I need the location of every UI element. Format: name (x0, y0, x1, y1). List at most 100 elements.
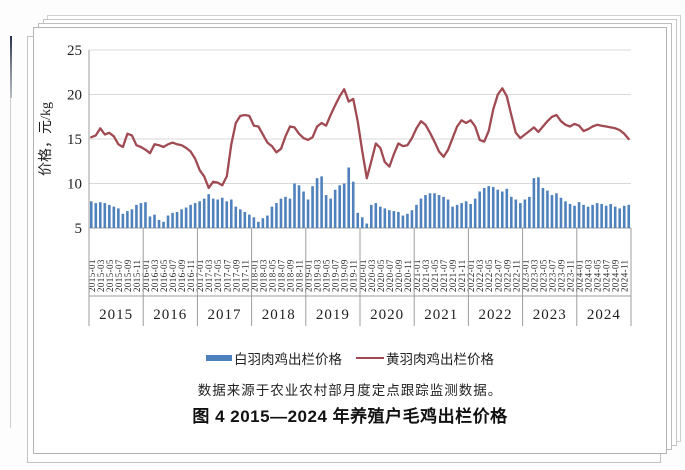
x-tick-label: 2016-03 (150, 259, 160, 292)
legend-item-line: 黄羽肉鸡出栏价格 (356, 348, 494, 368)
legend-bar-label: 白羽肉鸡出栏价格 (234, 352, 342, 367)
price-bar (279, 198, 283, 228)
price-bar (356, 212, 360, 228)
x-tick-label: 2024-07 (602, 259, 612, 292)
price-bar (573, 205, 576, 228)
price-bar (514, 199, 518, 228)
x-tick-label: 2020-01 (358, 259, 368, 292)
price-bar (157, 219, 161, 228)
price-bar (388, 210, 391, 228)
price-bar (627, 204, 631, 228)
price-bar (491, 187, 495, 228)
price-bar (505, 188, 509, 228)
price-bar (469, 203, 472, 228)
price-bar (180, 209, 183, 228)
x-tick-label: 2020-07 (385, 259, 395, 292)
price-bar (284, 196, 287, 228)
price-bar (455, 204, 459, 228)
x-tick-label: 2024-05 (593, 259, 603, 292)
price-bar (568, 203, 572, 228)
price-bar (541, 187, 545, 228)
line-swatch-icon (356, 357, 384, 359)
price-bar (609, 203, 612, 228)
legend-line-label: 黄羽肉鸡出栏价格 (386, 352, 494, 367)
price-bar (433, 193, 436, 228)
price-chart: 5 10 15 20 25 2015-01 2015-03 2015-05 2015-07 201… (34, 28, 666, 336)
price-bar (148, 216, 152, 228)
price-bar (207, 194, 210, 228)
price-bar (428, 193, 432, 228)
back-page-spine (10, 36, 12, 98)
x-tick-label: 2021-01 (412, 259, 422, 292)
x-tick-label: 2015-09 (123, 259, 133, 292)
price-bar (550, 195, 554, 228)
price-bar (622, 205, 626, 228)
price-bar (478, 191, 481, 228)
x-tick-label: 2024-03 (584, 259, 594, 292)
x-tick-label: 2022-11 (511, 260, 521, 292)
source-note: 数据来源于农业农村部月度定点跟踪监测数据。 (197, 383, 503, 398)
x-tick-label: 2016-09 (177, 259, 187, 292)
x-tick-label: 2015-03 (96, 259, 106, 292)
price-bar (135, 204, 138, 228)
price-bar (510, 196, 513, 228)
x-tick-label: 2016-01 (141, 259, 151, 292)
price-bar (333, 189, 337, 228)
year-label: 2021 (424, 307, 458, 323)
x-tick-label: 2020-05 (376, 259, 386, 292)
price-bar (365, 223, 369, 228)
price-bar (98, 202, 102, 228)
x-tick-label: 2021-09 (448, 259, 458, 292)
x-tick-label: 2017-01 (195, 259, 205, 292)
price-bar (374, 203, 378, 228)
x-tick-label: 2017-11 (240, 260, 250, 292)
price-bar (401, 215, 405, 228)
price-bar (225, 201, 229, 228)
x-tick-label: 2018-07 (276, 259, 286, 292)
price-bar (153, 214, 156, 228)
price-bar (243, 211, 247, 228)
price-bar (248, 214, 251, 228)
x-tick-label: 2021-05 (430, 259, 440, 292)
price-bar (130, 209, 134, 228)
x-tick-label: 2015-05 (105, 259, 115, 292)
price-bar (108, 204, 111, 228)
y-tick-label: 15 (67, 132, 82, 148)
price-bar (338, 185, 341, 228)
price-bar (288, 198, 292, 228)
x-tick-label: 2024-11 (620, 260, 630, 292)
price-bar (415, 204, 418, 228)
x-tick-label: 2019-05 (322, 259, 332, 292)
x-tick-label: 2024-09 (611, 259, 621, 292)
price-bar (600, 203, 603, 228)
price-bar (582, 204, 585, 228)
year-label: 2020 (370, 307, 404, 323)
x-tick-label: 2019-07 (331, 259, 341, 292)
x-tick-label: 2015-11 (132, 260, 142, 292)
price-bar (406, 213, 409, 228)
price-bar (564, 201, 567, 228)
price-bar (464, 201, 468, 228)
price-bar (184, 207, 188, 228)
price-bar (555, 193, 558, 228)
price-bar (211, 198, 215, 228)
price-bar (252, 217, 256, 228)
year-label: 2016 (153, 307, 187, 323)
year-label: 2023 (533, 307, 567, 323)
price-bar (166, 215, 170, 228)
price-bar (202, 198, 206, 228)
price-bar (266, 215, 269, 228)
x-tick-label: 2022-01 (466, 259, 476, 292)
year-label: 2017 (208, 307, 242, 323)
price-bar (586, 206, 590, 228)
x-tick-label: 2024-01 (575, 259, 585, 292)
x-tick-label: 2022-05 (484, 259, 494, 292)
x-tick-label: 2023-11 (566, 260, 576, 292)
price-bar (595, 203, 599, 228)
price-bar (397, 211, 400, 228)
price-bar (306, 199, 310, 228)
price-bar (89, 201, 93, 228)
price-bar (442, 196, 445, 228)
price-bar (410, 210, 414, 228)
x-tick-label: 2021-11 (457, 260, 467, 292)
